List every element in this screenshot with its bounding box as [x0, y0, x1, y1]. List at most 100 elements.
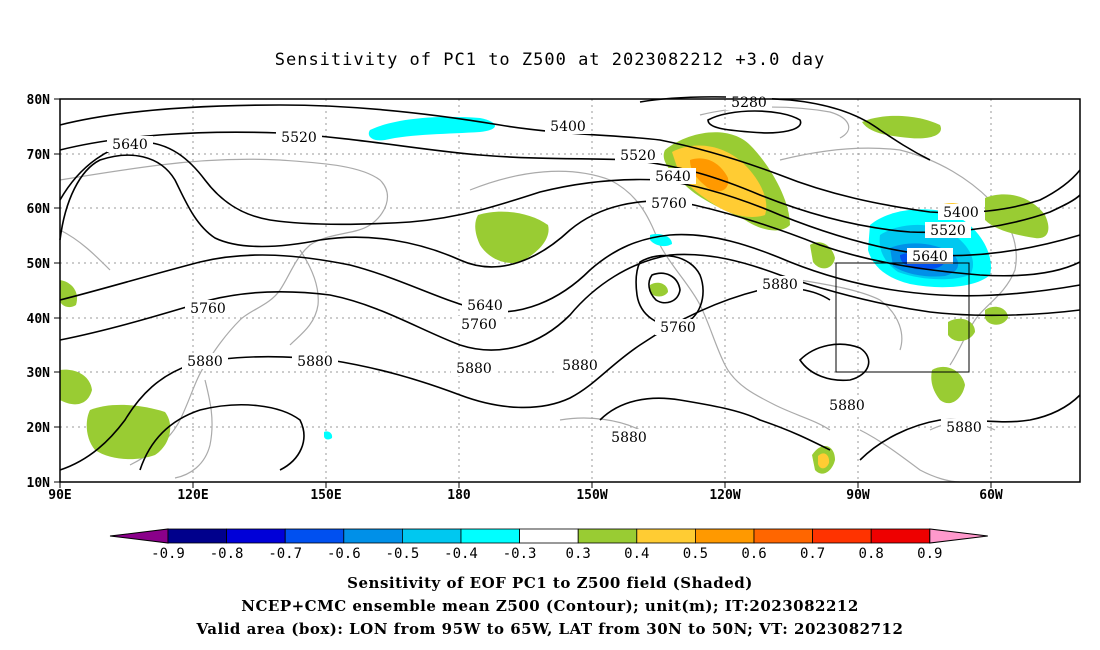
- svg-text:5880: 5880: [946, 420, 982, 436]
- lon-tick-label: 150E: [310, 488, 341, 503]
- lat-tick-label: 10N: [27, 476, 51, 491]
- lon-tick-label: 90W: [846, 488, 870, 503]
- svg-text:5640: 5640: [912, 249, 948, 265]
- gridlines: [60, 99, 1080, 482]
- svg-text:5400: 5400: [943, 205, 979, 221]
- svg-text:5880: 5880: [187, 354, 223, 370]
- contour-label: 5760: [185, 300, 231, 317]
- caption-line-3: Valid area (box): LON from 95W to 65W, L…: [196, 620, 904, 638]
- lon-tick-label: 120W: [709, 488, 740, 503]
- colorbar-label: 0.9: [917, 546, 942, 562]
- colorbar-label: -0.9: [151, 546, 185, 562]
- colorbar-swatch: [577, 528, 638, 544]
- colorbar-swatch: [343, 528, 403, 544]
- lat-tick-label: 30N: [27, 366, 51, 381]
- valid-area-box: [835, 262, 970, 373]
- contour-label: 5520: [276, 129, 322, 146]
- contour-label: 5640: [907, 248, 953, 265]
- colorbar-label: -0.8: [210, 546, 244, 562]
- contour-label: 5400: [938, 204, 984, 221]
- colorbar-label: -0.6: [327, 546, 361, 562]
- svg-text:5280: 5280: [731, 95, 767, 111]
- svg-text:5880: 5880: [562, 358, 598, 374]
- contour-label: 5880: [757, 276, 803, 293]
- colorbar-label: -0.5: [386, 546, 420, 562]
- svg-text:5640: 5640: [112, 137, 148, 153]
- svg-text:5760: 5760: [190, 301, 226, 317]
- svg-text:5760: 5760: [651, 196, 687, 212]
- contour-label: 5880: [824, 397, 870, 414]
- contour-label: 5280: [726, 94, 772, 111]
- colorbar-swatch: [226, 528, 286, 544]
- colorbar-labels: -0.9 -0.8 -0.7 -0.6 -0.5 -0.4 -0.3 0.3 0.4 0.5 0.6…: [151, 546, 942, 562]
- colorbar-swatch: [519, 528, 579, 544]
- lon-tick-label: 180: [447, 488, 471, 503]
- svg-text:5760: 5760: [461, 317, 497, 333]
- svg-text:5520: 5520: [620, 148, 656, 164]
- colorbar-swatch: [401, 528, 462, 544]
- lat-tick-label: 60N: [27, 202, 51, 217]
- caption-line-1: Sensitivity of EOF PC1 to Z500 field (Sh…: [347, 574, 753, 592]
- lat-tick-label: 20N: [27, 421, 51, 436]
- lon-tick-label: 90E: [48, 488, 71, 503]
- svg-text:5520: 5520: [930, 223, 966, 239]
- colorbar-label: 0.5: [683, 546, 708, 562]
- colorbar-label: 0.4: [624, 546, 649, 562]
- lon-tick-labels: 90E 120E 150E 180 150W 120W 90W 60W: [48, 488, 1003, 503]
- contour-label: 5400: [545, 118, 591, 135]
- lat-tick-label: 50N: [27, 257, 51, 272]
- svg-text:5880: 5880: [829, 398, 865, 414]
- contour-label: 5520: [615, 147, 661, 164]
- colorbar-swatch: [695, 528, 755, 544]
- colorbar-label: -0.4: [444, 546, 478, 562]
- colorbar-label: 0.8: [859, 546, 884, 562]
- chart-title: Sensitivity of PC1 to Z500 at 2023082212…: [274, 50, 826, 70]
- lon-tick-label: 150W: [576, 488, 607, 503]
- contour-label: 5760: [655, 319, 701, 336]
- svg-text:5880: 5880: [611, 430, 647, 446]
- colorbar-label: 0.3: [566, 546, 591, 562]
- contour-label: 5520: [925, 222, 971, 239]
- lon-tick-label: 60W: [979, 488, 1003, 503]
- lon-tick-label: 120E: [177, 488, 208, 503]
- colorbar-label: 0.6: [741, 546, 766, 562]
- contour-label: 5880: [182, 353, 228, 370]
- contour-label: 5640: [462, 297, 508, 314]
- svg-text:5400: 5400: [550, 119, 586, 135]
- contour-label: 5640: [107, 136, 153, 153]
- colorbar-label: -0.3: [503, 546, 537, 562]
- contour-label: 5880: [292, 353, 338, 370]
- svg-text:5520: 5520: [281, 130, 317, 146]
- colorbar-swatch: [812, 528, 872, 544]
- contour-label: 5880: [451, 360, 497, 377]
- svg-text:5640: 5640: [467, 298, 503, 314]
- colorbar-swatch: [870, 528, 931, 544]
- lat-tick-label: 70N: [27, 148, 51, 163]
- colorbar-label: -0.7: [268, 546, 302, 562]
- lat-tick-labels: 80N 70N 60N 50N 40N 30N 20N 10N: [27, 93, 51, 491]
- plot-area: [60, 99, 1080, 482]
- colorbar-swatch: [167, 528, 227, 544]
- contour-label: 5880: [941, 419, 987, 436]
- colorbar-arrow-high: [929, 528, 988, 544]
- svg-text:5880: 5880: [762, 277, 798, 293]
- contour-label: 5880: [557, 357, 603, 374]
- contour-label: 5640: [650, 168, 696, 185]
- colorbar-swatch: [460, 528, 520, 544]
- svg-text:5640: 5640: [655, 169, 691, 185]
- contour-label: 5760: [646, 195, 692, 212]
- colorbar-swatch: [753, 528, 813, 544]
- svg-text:5880: 5880: [297, 354, 333, 370]
- colorbar-arrow-low: [109, 528, 169, 544]
- plot-frame: [59, 98, 1081, 483]
- contour-label: 5880: [606, 429, 652, 446]
- svg-text:5880: 5880: [456, 361, 492, 377]
- colorbar: [109, 528, 988, 544]
- colorbar-swatch: [636, 528, 696, 544]
- contour-label: 5760: [456, 316, 502, 333]
- caption-line-2: NCEP+CMC ensemble mean Z500 (Contour); u…: [241, 597, 859, 615]
- lat-tick-label: 80N: [27, 93, 51, 108]
- colorbar-swatch: [284, 528, 345, 544]
- colorbar-label: 0.7: [800, 546, 825, 562]
